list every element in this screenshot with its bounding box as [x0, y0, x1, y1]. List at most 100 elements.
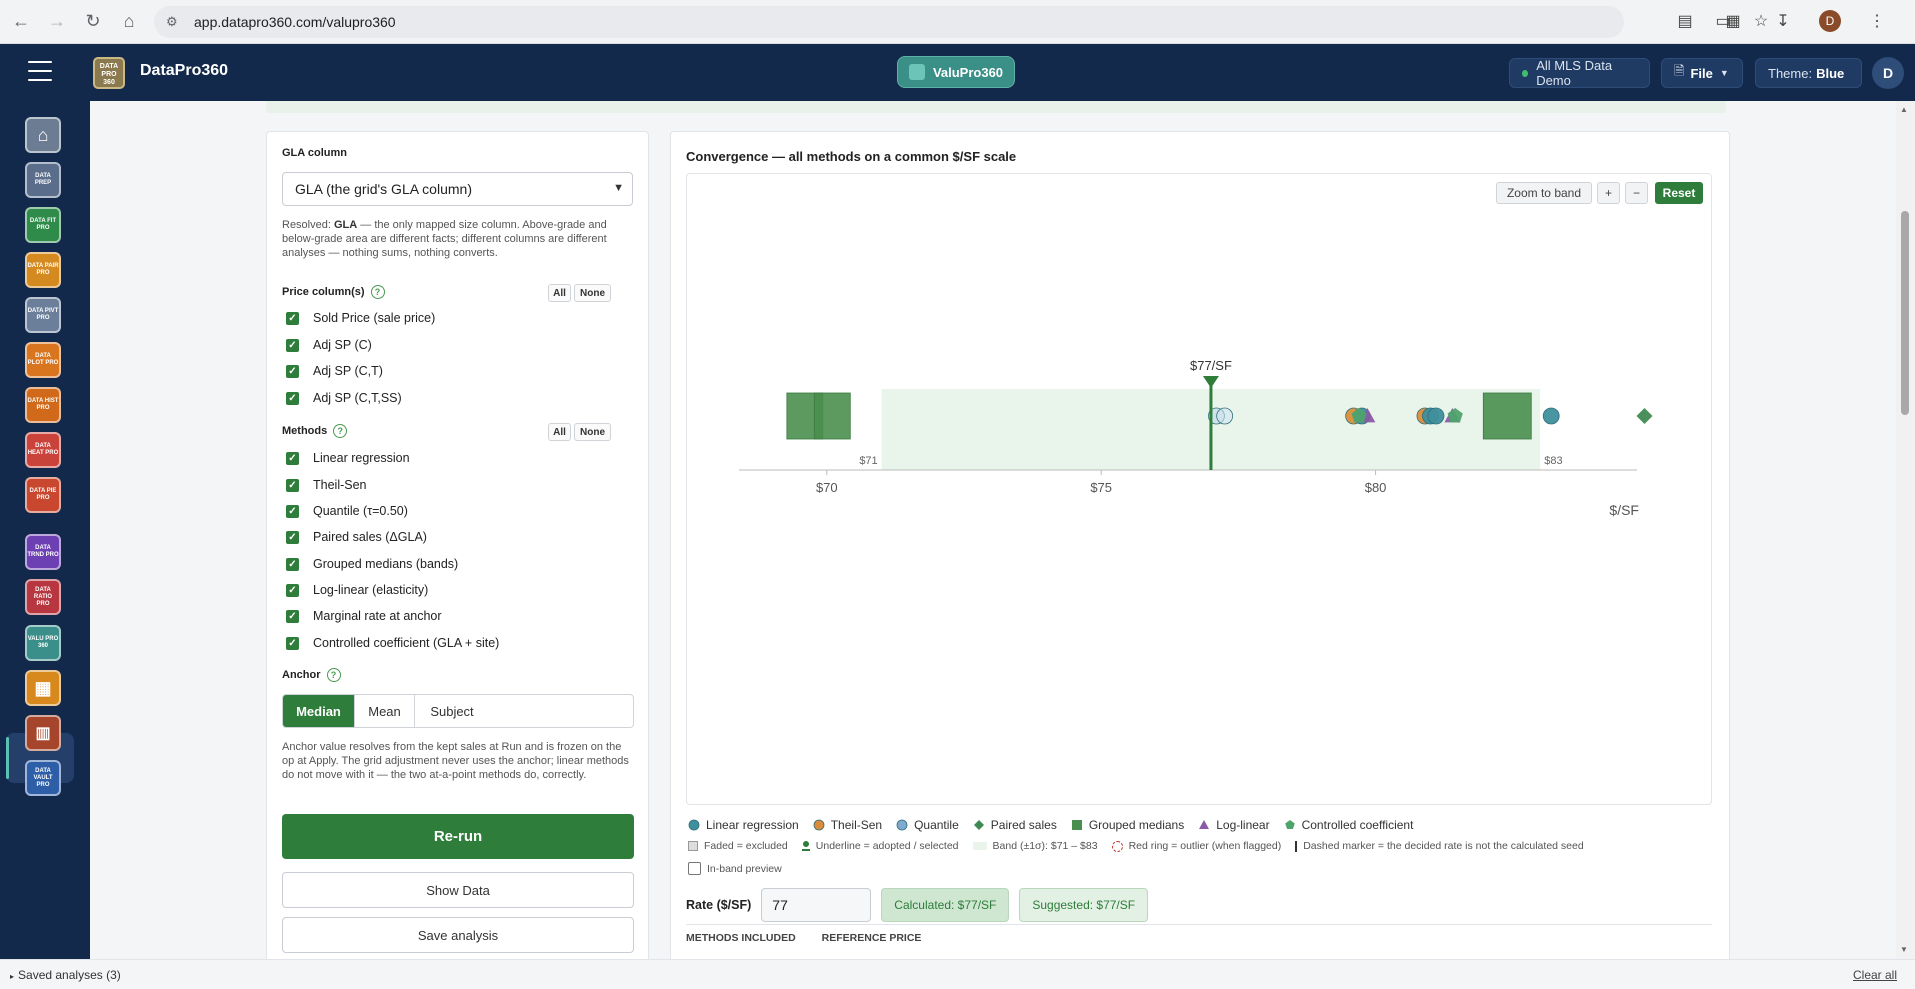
- price-column-row[interactable]: ✓ Adj SP (C,T,SS): [286, 389, 402, 407]
- help-icon[interactable]: ?: [326, 668, 341, 682]
- checkbox-checked-icon[interactable]: ✓: [286, 364, 299, 378]
- file-menu-button[interactable]: 🗎 File ▼: [1661, 58, 1743, 88]
- sidebar-item-dataratiopro[interactable]: DATA RATIO PRO: [25, 579, 61, 615]
- method-row[interactable]: ✓ Paired sales (ΔGLA): [286, 528, 427, 546]
- show-data-button[interactable]: Show Data: [282, 872, 634, 908]
- sidebar-item-datapairpro[interactable]: DATA PAIR PRO: [25, 252, 61, 288]
- in-band-preview-checkbox[interactable]: [688, 862, 701, 875]
- clear-all-link[interactable]: Clear all: [1852, 968, 1897, 982]
- help-icon[interactable]: ?: [333, 424, 348, 438]
- page-icon[interactable]: ▤: [1677, 13, 1693, 30]
- sidebar-item-valupro360[interactable]: VALU PRO 360: [25, 625, 61, 661]
- bookmark-star-icon[interactable]: ☆: [1753, 13, 1769, 30]
- quantile-marker[interactable]: [1216, 407, 1234, 425]
- forward-icon[interactable]: →: [48, 11, 66, 31]
- zoom-out-button[interactable]: −: [1625, 182, 1648, 204]
- circle-swatch-icon: [896, 819, 908, 831]
- price-column-row[interactable]: ✓ Adj SP (C): [286, 336, 372, 354]
- method-row[interactable]: ✓ Controlled coefficient (GLA + site): [286, 634, 499, 652]
- price-columns-label: Price column(s)?: [282, 285, 385, 299]
- convergence-chart[interactable]: $70 $75 $80 $/SF $71 $83 $77/SF: [687, 174, 1711, 804]
- method-label: Grouped medians (bands): [313, 557, 459, 571]
- sidebar-item-dataplotpro[interactable]: DATA PLOT PRO: [25, 342, 61, 378]
- anchor-label: Anchor?: [282, 668, 341, 682]
- anchor-mean-option[interactable]: Mean: [355, 695, 415, 727]
- help-icon[interactable]: ?: [370, 285, 385, 299]
- checkbox-checked-icon[interactable]: ✓: [286, 609, 299, 623]
- method-row[interactable]: ✓ Theil-Sen: [286, 476, 367, 494]
- install-icon[interactable]: ▭: [1715, 13, 1731, 30]
- sidebar-item-datavaultpro[interactable]: DATA VAULT PRO: [25, 760, 61, 796]
- method-row[interactable]: ✓ Quantile (τ=0.50): [286, 502, 408, 520]
- checkbox-checked-icon[interactable]: ✓: [286, 583, 299, 597]
- saved-analyses-toggle[interactable]: ▸ Saved analyses (3): [10, 968, 121, 982]
- reset-button[interactable]: Reset: [1655, 182, 1703, 204]
- checkbox-checked-icon[interactable]: ✓: [286, 338, 299, 352]
- sidebar-item-grid[interactable]: ▦: [25, 670, 61, 706]
- reload-icon[interactable]: ↻: [85, 11, 101, 31]
- checkbox-checked-icon[interactable]: ✓: [286, 451, 299, 465]
- suggested-badge[interactable]: Suggested: $77/SF: [1019, 888, 1149, 922]
- more-menu-icon[interactable]: ⋮: [1869, 13, 1885, 30]
- sidebar-item-dataheatpro[interactable]: DATA HEAT PRO: [25, 432, 61, 468]
- checkbox-checked-icon[interactable]: ✓: [286, 530, 299, 544]
- scroll-up-icon[interactable]: ▲: [1900, 105, 1908, 114]
- dataset-chip[interactable]: All MLS Data Demo: [1509, 58, 1650, 88]
- price-column-row[interactable]: ✓ Adj SP (C,T): [286, 362, 383, 380]
- price-none-button[interactable]: None: [574, 284, 611, 302]
- diamond-swatch-icon: [973, 820, 984, 830]
- checkbox-checked-icon[interactable]: ✓: [286, 391, 299, 405]
- scroll-down-icon[interactable]: ▼: [1900, 945, 1908, 954]
- methods-none-button[interactable]: None: [574, 423, 611, 441]
- sidebar-item-datapiepro[interactable]: DATA PIE PRO: [25, 477, 61, 513]
- method-row[interactable]: ✓ Log-linear (elasticity): [286, 581, 428, 599]
- checkbox-checked-icon[interactable]: ✓: [286, 311, 299, 325]
- hamburger-menu-icon[interactable]: [28, 61, 52, 81]
- sidebar-item-report[interactable]: ▥: [25, 715, 61, 751]
- sidebar-item-datafitpro[interactable]: DATA FIT PRO: [25, 207, 61, 243]
- save-analysis-button[interactable]: Save analysis: [282, 917, 634, 953]
- paired-sales-marker[interactable]: [1636, 408, 1653, 424]
- checkbox-checked-icon[interactable]: ✓: [286, 636, 299, 650]
- methods-all-button[interactable]: All: [548, 423, 571, 441]
- price-column-row[interactable]: ✓ Sold Price (sale price): [286, 309, 435, 327]
- sidebar-item-datahistpro[interactable]: DATA HIST PRO: [25, 387, 61, 423]
- zoom-in-button[interactable]: +: [1597, 182, 1620, 204]
- checkbox-checked-icon[interactable]: ✓: [286, 478, 299, 492]
- brand-logo[interactable]: DATA PRO 360: [93, 57, 125, 89]
- back-icon[interactable]: ←: [12, 11, 30, 31]
- legend-dashed-text: Dashed marker = the decided rate is not …: [1303, 840, 1584, 852]
- page-scrollbar[interactable]: ▲ ▼: [1896, 101, 1915, 959]
- site-info-icon[interactable]: ⚙: [166, 13, 178, 29]
- theme-selector[interactable]: Theme: Blue: [1755, 58, 1862, 88]
- controlled-coefficient-marker[interactable]: [1447, 408, 1463, 423]
- rerun-button[interactable]: Re-run: [282, 814, 634, 859]
- sidebar-item-dataprep[interactable]: DATA PREP: [25, 162, 61, 198]
- sidebar-item-datapivtpro[interactable]: DATA PIVT PRO: [25, 297, 61, 333]
- controlled-coefficient-marker[interactable]: [1351, 408, 1367, 423]
- scroll-thumb[interactable]: [1901, 211, 1909, 415]
- user-avatar[interactable]: D: [1872, 57, 1904, 89]
- address-bar[interactable]: ⚙ app.datapro360.com/valupro360: [154, 5, 1624, 38]
- profile-avatar[interactable]: D: [1819, 10, 1841, 32]
- sidebar-item-home[interactable]: ⌂: [25, 117, 61, 153]
- checkbox-checked-icon[interactable]: ✓: [286, 504, 299, 518]
- gla-column-select[interactable]: GLA (the grid's GLA column) ▼: [282, 172, 633, 206]
- anchor-subject-option[interactable]: Subject: [430, 703, 474, 719]
- price-all-button[interactable]: All: [548, 284, 571, 302]
- zoom-to-band-button[interactable]: Zoom to band: [1496, 182, 1592, 204]
- quantile-marker[interactable]: [1427, 407, 1445, 425]
- linear-regression-marker[interactable]: [1542, 407, 1560, 425]
- legend-label: Theil-Sen: [830, 818, 883, 832]
- sidebar-item-datatrndpro[interactable]: DATA TRND PRO: [25, 534, 61, 570]
- app-switcher-pill[interactable]: ValuPro360: [897, 56, 1015, 88]
- anchor-median-option[interactable]: Median: [283, 695, 355, 727]
- method-row[interactable]: ✓ Grouped medians (bands): [286, 555, 458, 573]
- home-icon[interactable]: ⌂: [123, 11, 135, 31]
- rate-input[interactable]: 77: [761, 888, 872, 922]
- method-row[interactable]: ✓ Linear regression: [286, 449, 410, 467]
- checkbox-checked-icon[interactable]: ✓: [286, 557, 299, 571]
- method-row[interactable]: ✓ Marginal rate at anchor: [286, 607, 442, 625]
- extensions-icon[interactable]: ▦: [1725, 13, 1741, 30]
- download-icon[interactable]: ↧: [1776, 13, 1790, 30]
